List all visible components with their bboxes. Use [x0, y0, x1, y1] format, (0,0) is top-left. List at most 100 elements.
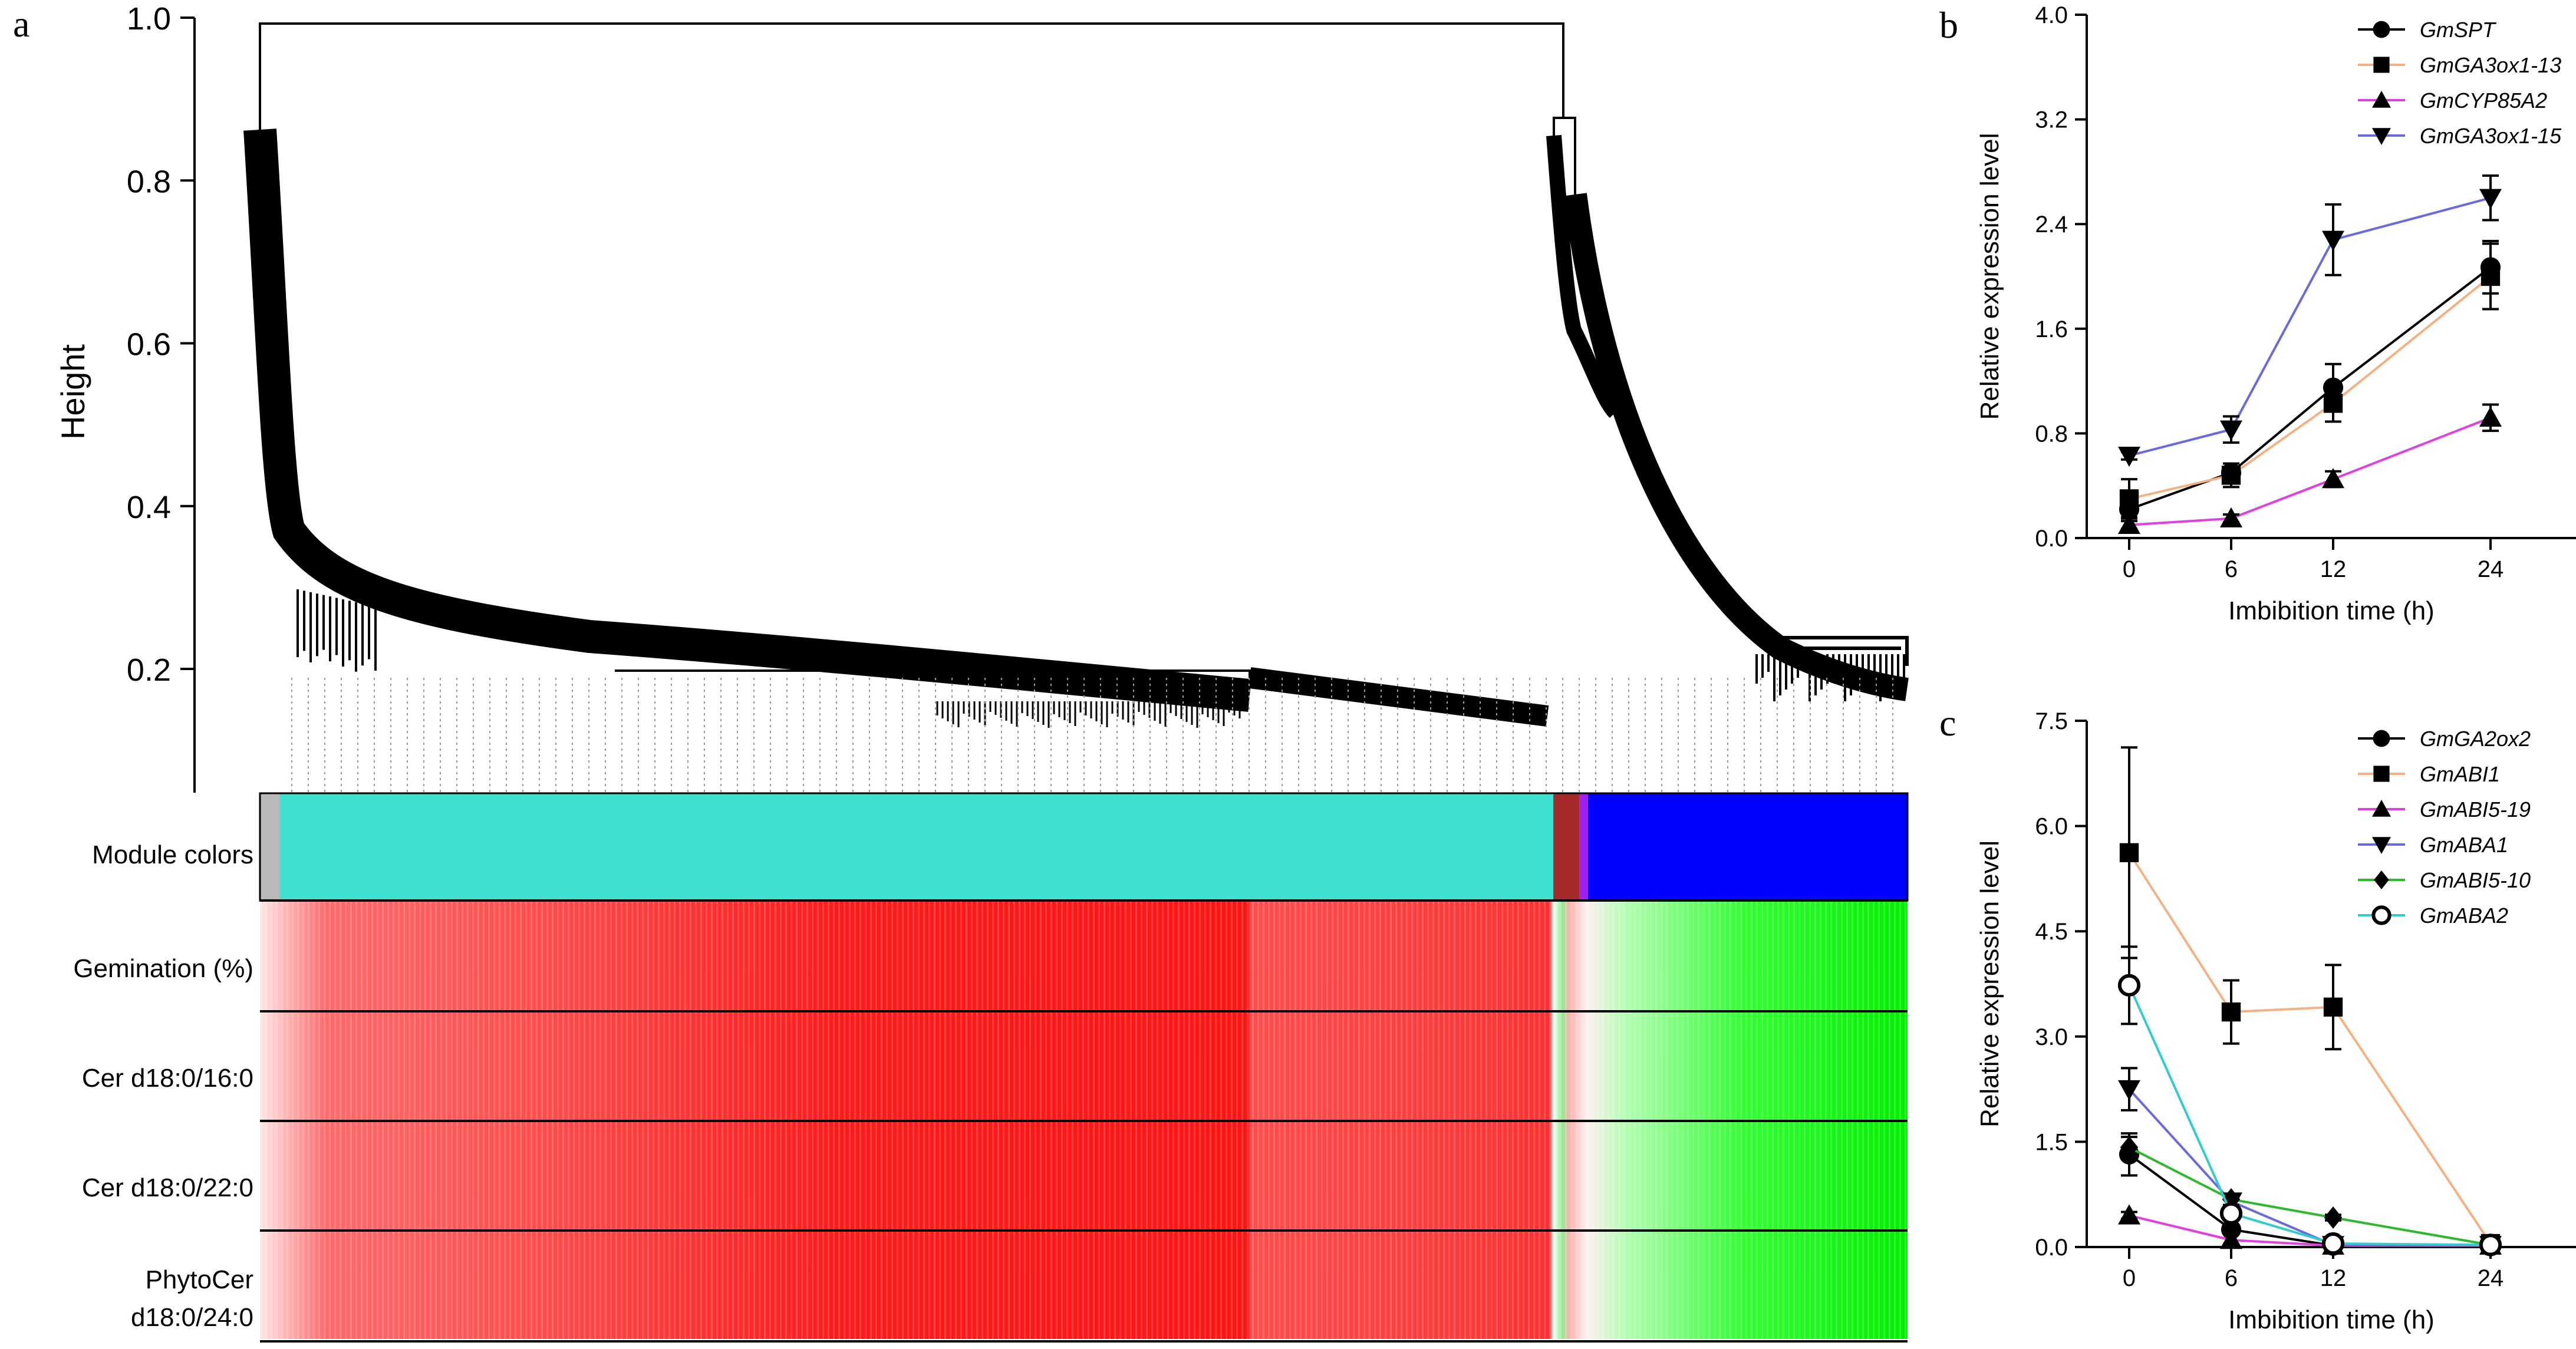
dendrogram-spikes — [297, 589, 1905, 728]
data-point — [2372, 800, 2391, 817]
x-tick-label: 0 — [2123, 1265, 2136, 1291]
dendrogram-sub-join — [615, 669, 1251, 678]
module-color-segment — [1579, 793, 1588, 901]
legend-label: GmCYP85A2 — [2420, 88, 2547, 113]
series-GmABI5-10 — [2120, 1136, 2500, 1256]
data-point — [2120, 1136, 2139, 1159]
y-tick-label: 7.5 — [2035, 708, 2068, 734]
data-point — [2481, 266, 2501, 286]
legend-label: GmABA1 — [2420, 833, 2508, 857]
legend-label: GmABI5-10 — [2420, 868, 2531, 892]
data-point — [2323, 997, 2343, 1017]
dendrogram-y-tick-label: 0.6 — [127, 327, 171, 362]
legend-entry: GmSPT — [2358, 18, 2497, 42]
y-tick-label: 0.0 — [2035, 1235, 2068, 1261]
data-point — [2118, 446, 2140, 467]
data-point — [2220, 420, 2242, 441]
module-color-segment — [279, 793, 1554, 901]
dendrogram-right-tail — [1563, 193, 1909, 701]
module-colors-row — [259, 792, 1909, 902]
legend-entry: GmGA3ox1-15 — [2358, 124, 2562, 148]
dendrogram-y-label: Height — [54, 344, 91, 440]
series-line — [2129, 1146, 2491, 1246]
y-tick-label: 4.0 — [2035, 2, 2068, 28]
data-point — [2119, 489, 2139, 509]
series-line — [2128, 852, 2492, 1245]
series-GmGA3ox1-15 — [2118, 174, 2502, 467]
dendrogram-left-curve — [243, 128, 1251, 712]
panel-a: a Height 0.2 0.4 0.6 0.8 1.0 — [13, 1, 1909, 1343]
x-tick-label: 12 — [2320, 556, 2347, 582]
x-tick-label: 24 — [2478, 556, 2504, 582]
x-axis-label: Imbibition time (h) — [2228, 1305, 2435, 1334]
y-tick-label: 6.0 — [2035, 814, 2068, 840]
series-GmABI1 — [2119, 746, 2501, 1254]
row-label: Cer d18:0/22:0 — [82, 1173, 253, 1202]
dendrogram — [243, 22, 1909, 793]
data-point — [2220, 1229, 2242, 1249]
x-tick-label: 6 — [2225, 1265, 2238, 1291]
data-point — [2374, 870, 2389, 889]
legend-entry: GmABA1 — [2358, 833, 2508, 857]
series-line — [2128, 985, 2491, 1246]
data-point — [2372, 837, 2391, 854]
trait-heatmap-rows — [260, 899, 1908, 1343]
legend-entry: GmABI5-19 — [2358, 797, 2531, 822]
y-tick-label: 3.2 — [2035, 107, 2068, 133]
legend-label: GmSPT — [2420, 18, 2497, 42]
data-point — [2219, 1202, 2243, 1225]
data-point — [2323, 394, 2343, 413]
data-point — [2479, 1233, 2502, 1256]
legend-label: GmABA2 — [2420, 903, 2508, 928]
y-tick-label: 2.4 — [2035, 212, 2068, 238]
legend-entry: GmGA3ox1-13 — [2358, 53, 2561, 77]
data-point — [2118, 1204, 2140, 1225]
data-point — [2479, 406, 2502, 427]
data-point — [2321, 1232, 2345, 1255]
data-point — [2324, 1206, 2343, 1229]
trait-heatmap-texture — [260, 1231, 1908, 1339]
panel-b-label: b — [1939, 4, 1958, 46]
dendrogram-y-tick-label: 0.4 — [127, 490, 171, 525]
dendrogram-y-tick-label: 0.2 — [127, 652, 171, 688]
trait-heatmap-texture — [260, 1011, 1908, 1120]
series-GmABA2 — [2117, 945, 2502, 1256]
dendrogram-y-axis: 0.2 0.4 0.6 0.8 1.0 — [127, 1, 196, 793]
dendrogram-right-segment — [1248, 667, 1549, 727]
dendrogram-top-join — [259, 22, 1564, 160]
y-tick-label: 0.8 — [2035, 421, 2068, 447]
y-tick-label: 1.6 — [2035, 316, 2068, 342]
dendrogram-y-tick-label: 0.8 — [127, 164, 171, 199]
x-tick-label: 12 — [2320, 1265, 2347, 1291]
module-color-segment — [1553, 793, 1580, 901]
row-labels: Module colors Gemination (%) Cer d18:0/16:… — [73, 840, 253, 1332]
dendrogram-leaf-lines — [291, 678, 1893, 793]
y-axis-label: Relative expression level — [1975, 133, 2004, 420]
module-color-segment — [260, 793, 280, 901]
series-GmABA1 — [2118, 1067, 2502, 1256]
panel-c: c 0.0 1.5 3.0 4.5 6.0 7.5 0 6 12 24 Imbibition tim… — [1939, 702, 2576, 1334]
data-point — [2373, 766, 2390, 782]
row-label: d18:0/24:0 — [131, 1303, 253, 1332]
legend-label: GmABI1 — [2420, 762, 2500, 786]
data-point — [2220, 507, 2242, 527]
data-point — [2322, 230, 2344, 251]
y-tick-label: 0.0 — [2035, 526, 2068, 552]
data-point — [2372, 91, 2391, 108]
panel-b: b 0.0 0.8 1.6 2.4 3.2 4.0 0 6 12 24 Imbibition tim… — [1939, 2, 2576, 625]
series-GmCYP85A2 — [2118, 403, 2502, 534]
y-tick-label: 3.0 — [2035, 1024, 2068, 1050]
data-point — [2373, 57, 2390, 73]
row-label: Module colors — [92, 840, 253, 869]
series-line — [2129, 196, 2491, 457]
panel-c-label: c — [1939, 702, 1956, 744]
series-line — [2129, 416, 2491, 526]
series-line — [2128, 1153, 2491, 1247]
row-label: Gemination (%) — [73, 954, 253, 983]
series-line — [2129, 266, 2492, 511]
legend-label: GmABI5-19 — [2420, 797, 2531, 822]
data-point — [2373, 730, 2390, 747]
module-color-segment — [1587, 793, 1908, 901]
data-point — [2371, 905, 2391, 925]
